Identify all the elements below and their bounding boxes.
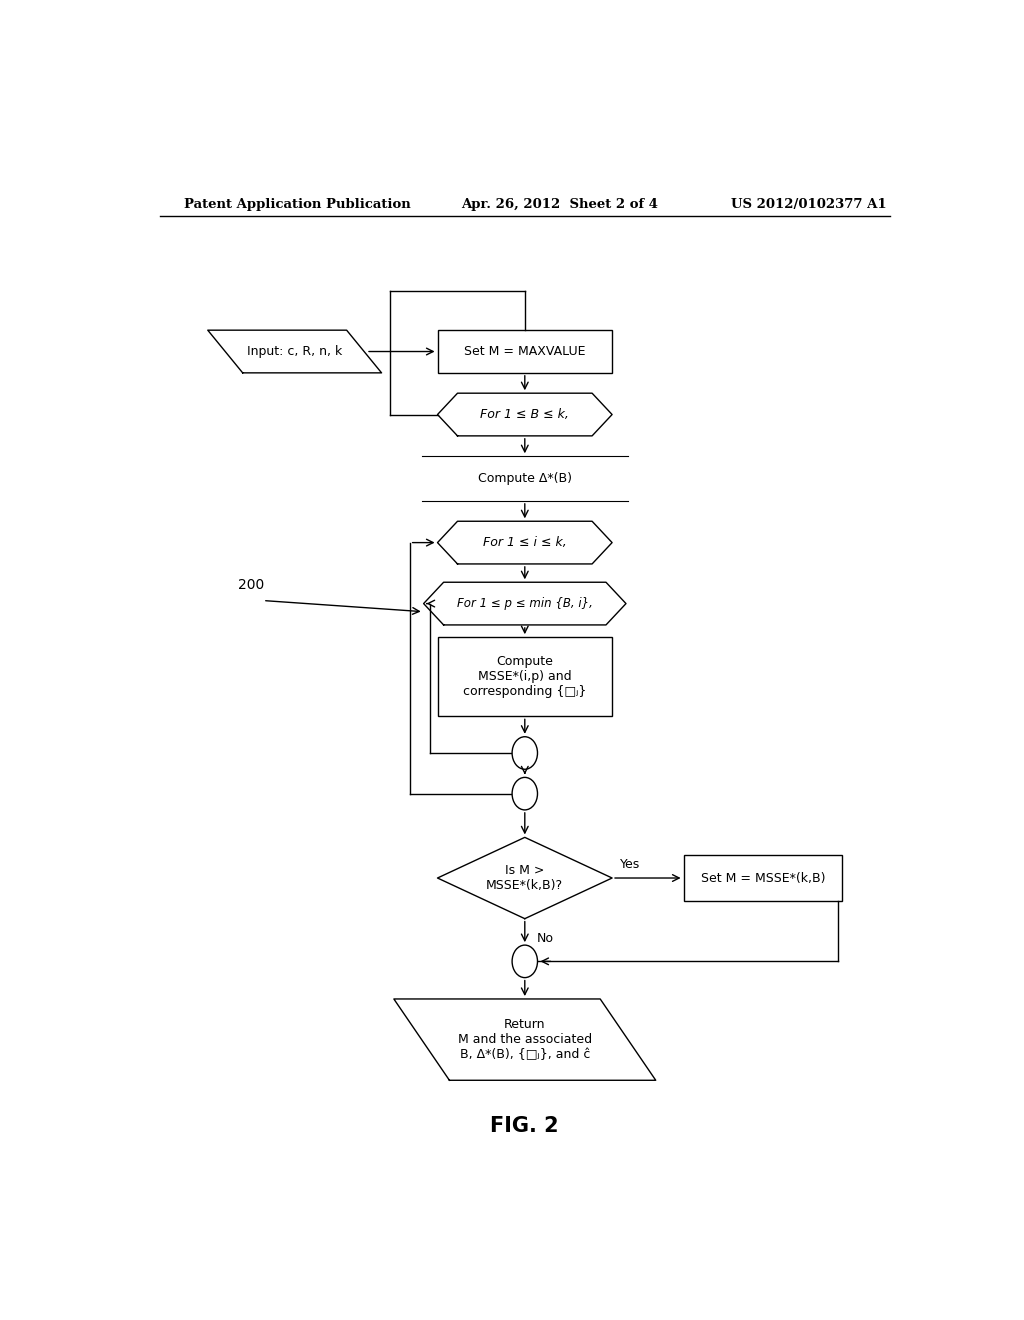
Text: For 1 ≤ p ≤ min {B, i},: For 1 ≤ p ≤ min {B, i},	[457, 597, 593, 610]
Text: Patent Application Publication: Patent Application Publication	[183, 198, 411, 211]
Text: For 1 ≤ i ≤ k,: For 1 ≤ i ≤ k,	[483, 536, 566, 549]
Text: 200: 200	[238, 578, 264, 593]
Polygon shape	[208, 330, 382, 372]
Polygon shape	[437, 837, 612, 919]
Text: Input: c, R, n, k: Input: c, R, n, k	[247, 345, 342, 358]
Polygon shape	[437, 521, 612, 564]
Circle shape	[512, 777, 538, 810]
Text: Is M >
MSSE*(k,B)?: Is M > MSSE*(k,B)?	[486, 865, 563, 892]
Text: For 1 ≤ B ≤ k,: For 1 ≤ B ≤ k,	[480, 408, 569, 421]
Text: Apr. 26, 2012  Sheet 2 of 4: Apr. 26, 2012 Sheet 2 of 4	[461, 198, 658, 211]
Text: Compute Δ*(B): Compute Δ*(B)	[478, 473, 571, 484]
Text: US 2012/0102377 A1: US 2012/0102377 A1	[731, 198, 887, 211]
Polygon shape	[424, 582, 626, 624]
Text: No: No	[537, 932, 554, 945]
FancyBboxPatch shape	[684, 855, 843, 900]
Text: Compute
MSSE*(i,p) and
corresponding {□ⱼ}: Compute MSSE*(i,p) and corresponding {□ⱼ…	[463, 655, 587, 698]
Text: Yes: Yes	[620, 858, 640, 871]
Circle shape	[512, 945, 538, 978]
Text: Set M = MAXVALUE: Set M = MAXVALUE	[464, 345, 586, 358]
Circle shape	[512, 737, 538, 770]
FancyBboxPatch shape	[437, 638, 612, 717]
Polygon shape	[437, 393, 612, 436]
Text: Return
M and the associated
B, Δ*(B), {□ⱼ}, and ĉ: Return M and the associated B, Δ*(B), {□…	[458, 1018, 592, 1061]
Text: Set M = MSSE*(k,B): Set M = MSSE*(k,B)	[700, 871, 825, 884]
FancyBboxPatch shape	[437, 330, 612, 372]
Text: FIG. 2: FIG. 2	[490, 1115, 559, 1137]
Polygon shape	[394, 999, 655, 1080]
